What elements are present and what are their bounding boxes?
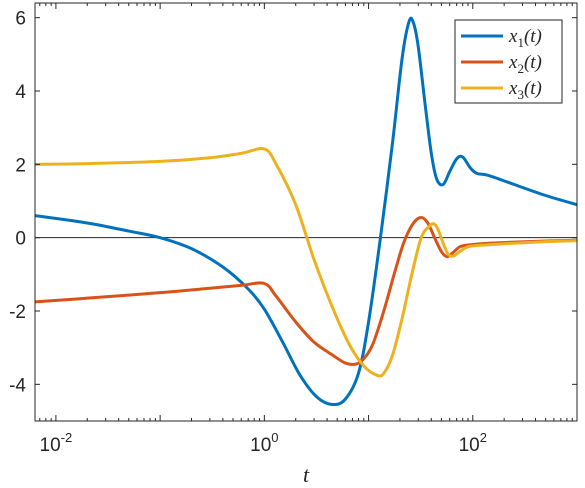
- series-line-x2: [35, 216, 577, 367]
- legend: x1(t)x2(t)x3(t): [454, 19, 563, 104]
- legend-label-x2: x2(t): [508, 52, 542, 76]
- series-layer: [35, 16, 577, 407]
- axis-ticks: 6 4 2 0 -2 -4 10-2 100 102: [9, 3, 577, 456]
- y-tick-label: 4: [15, 82, 26, 103]
- y-tick-label: 0: [15, 229, 26, 250]
- y-tick-label: 2: [15, 155, 26, 176]
- x-tick-label: 102: [459, 430, 487, 456]
- plot-frame: [34, 2, 578, 422]
- y-tick-label: -2: [9, 302, 26, 323]
- series-line-x3: [35, 147, 577, 378]
- y-tick-label: 6: [15, 9, 26, 30]
- legend-label-x3: x3(t): [508, 78, 542, 102]
- y-tick-label: -4: [9, 375, 26, 396]
- series-line-x1: [35, 16, 577, 407]
- x-tick-label: 100: [250, 430, 278, 456]
- x-axis-label: t: [303, 462, 310, 487]
- legend-label-x1: x1(t): [508, 26, 542, 50]
- x-tick-label: 10-2: [40, 430, 73, 456]
